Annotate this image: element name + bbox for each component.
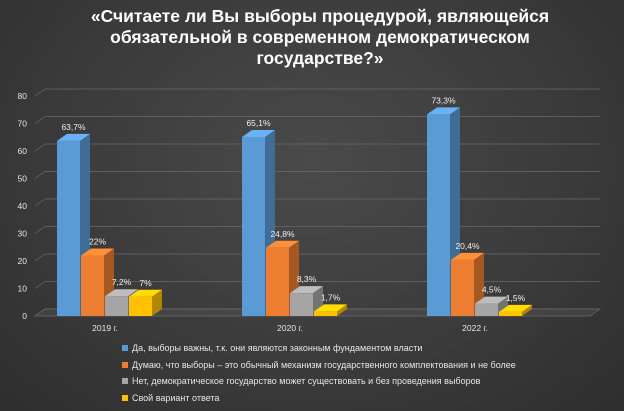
- y-tick-label: 40: [18, 201, 28, 211]
- chart-title: «Считаете ли Вы выборы процедурой, являю…: [60, 6, 580, 69]
- data-label: 73,3%: [431, 95, 456, 105]
- data-label: 7%: [139, 278, 152, 288]
- legend-label: Да, выборы важны, т.к. они являются зако…: [132, 343, 423, 354]
- legend-label: Свой вариант ответа: [132, 392, 220, 403]
- data-label: 63,7%: [61, 122, 86, 132]
- gridline-side: [34, 171, 46, 179]
- bar-top-0: [242, 129, 275, 137]
- bar-2-0: [105, 296, 128, 316]
- chart-title-line-2: обязательной в современном демократическ…: [110, 27, 530, 47]
- data-label: 24,8%: [270, 229, 295, 239]
- bar-top-2: [475, 296, 508, 304]
- bar-top-3: [314, 304, 347, 312]
- data-label: 7,2%: [112, 277, 132, 287]
- data-label: 1,7%: [321, 292, 341, 302]
- bar-1-1: [266, 247, 289, 316]
- bar-top-1: [266, 240, 299, 248]
- bar-top-1: [81, 248, 114, 256]
- bar-top-2: [290, 286, 323, 294]
- bar-0-2: [427, 114, 450, 316]
- x-tick-label: 2019 г.: [92, 323, 118, 333]
- data-label: 65,1%: [246, 118, 271, 128]
- legend-swatch: [122, 361, 128, 368]
- data-label: 1,5%: [506, 293, 526, 303]
- gridline-side: [34, 253, 46, 262]
- y-tick-label: 70: [18, 119, 28, 129]
- bar-2-1: [290, 293, 313, 316]
- bar-top-2: [105, 289, 138, 297]
- bar-top-3: [129, 289, 162, 297]
- y-tick-label: 50: [18, 174, 28, 184]
- bar-top-0: [57, 133, 90, 141]
- gridline-side: [34, 116, 46, 124]
- y-tick-label: 30: [18, 229, 28, 239]
- bar-3-1: [314, 311, 337, 316]
- y-tick-label: 80: [18, 91, 28, 101]
- y-tick-label: 60: [18, 146, 28, 156]
- gridline-side: [34, 143, 46, 152]
- bar-0-1: [242, 136, 265, 316]
- legend-swatch: [122, 378, 128, 385]
- bar-side-3: [152, 289, 162, 316]
- bar-top-3: [499, 304, 532, 312]
- gridline-side: [34, 198, 46, 207]
- gridline-side: [34, 88, 46, 97]
- data-label: 4,5%: [482, 285, 502, 295]
- bar-0-0: [57, 140, 80, 316]
- chart-title-line-3: государстве?»: [256, 48, 384, 68]
- gridline-side: [34, 281, 46, 289]
- bar-side-3: [522, 304, 532, 316]
- data-label: 22%: [89, 237, 106, 247]
- bar-top-0: [427, 107, 460, 115]
- bar-1-0: [81, 255, 104, 316]
- chart-legend: Да, выборы важны, т.к. они являются зако…: [122, 340, 602, 406]
- bar-2-2: [475, 303, 498, 316]
- legend-item: Свой вариант ответа: [122, 390, 602, 407]
- y-tick-label: 0: [22, 311, 27, 321]
- y-tick-label: 10: [18, 284, 28, 294]
- legend-item: Нет, демократическое государство может с…: [122, 373, 602, 390]
- bar-side-3: [337, 304, 347, 316]
- data-label: 8,3%: [297, 274, 317, 284]
- chart-title-line-1: «Считаете ли Вы выборы процедурой, являю…: [90, 6, 550, 26]
- data-label: 20,4%: [455, 241, 480, 251]
- y-tick-label: 20: [18, 256, 28, 266]
- legend-swatch: [122, 394, 128, 401]
- bar-1-2: [451, 259, 474, 316]
- legend-label: Думаю, что выборы – это обычный механизм…: [132, 359, 516, 370]
- legend-item: Думаю, что выборы – это обычный механизм…: [122, 357, 602, 374]
- bar-3-0: [129, 296, 152, 316]
- x-tick-label: 2020 г.: [277, 323, 303, 333]
- gridline-side: [34, 226, 46, 234]
- bar-top-1: [451, 252, 484, 260]
- bar-3-2: [499, 311, 522, 316]
- legend-label: Нет, демократическое государство может с…: [132, 376, 481, 387]
- x-tick-label: 2022 г.: [462, 323, 488, 333]
- legend-swatch: [122, 345, 128, 352]
- legend-item: Да, выборы важны, т.к. они являются зако…: [122, 340, 602, 357]
